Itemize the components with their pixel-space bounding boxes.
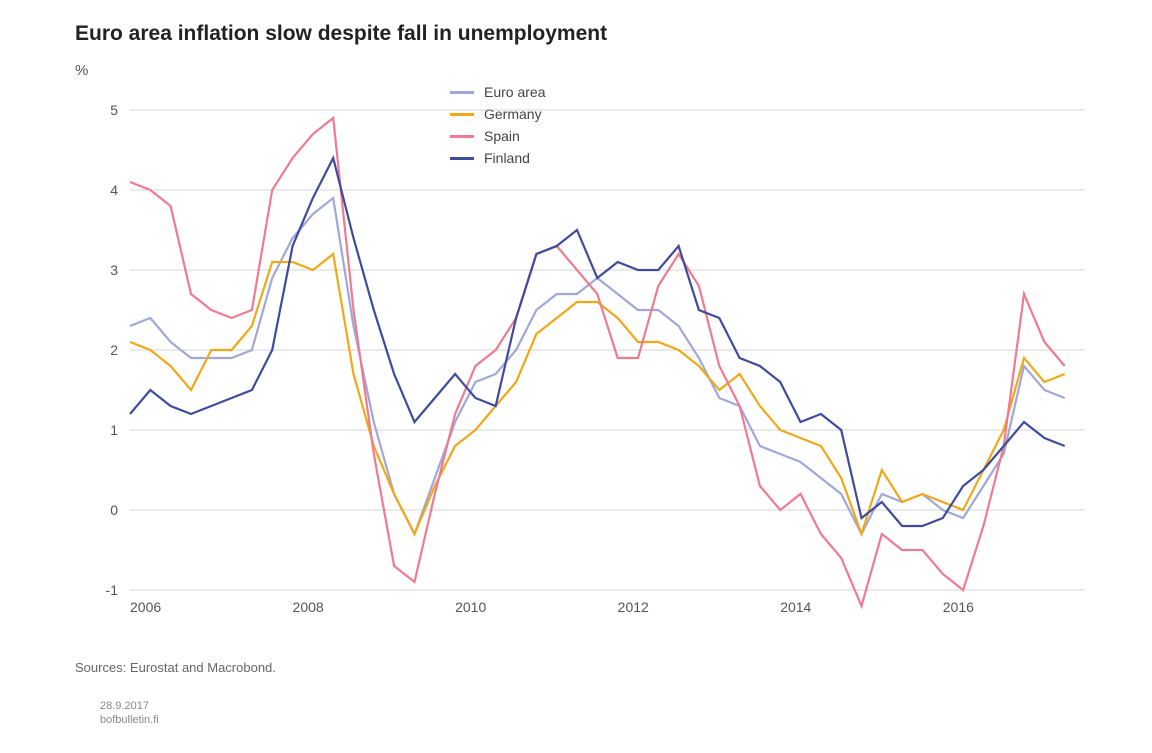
svg-text:5: 5	[110, 102, 118, 118]
svg-text:2006: 2006	[130, 599, 161, 615]
chart-container: Euro area inflation slow despite fall in…	[0, 0, 1152, 753]
footer-date: 28.9.2017	[100, 700, 159, 714]
series-spain	[130, 118, 1065, 606]
y-axis: -1 0 1 2 3 4 5	[106, 102, 119, 598]
series-finland	[130, 158, 1065, 526]
chart-svg: -1 0 1 2 3 4 5 2006 2008 2010 2012 2014 2016	[75, 90, 1095, 630]
chart-title: Euro area inflation slow despite fall in…	[75, 22, 607, 46]
y-axis-unit: %	[75, 62, 88, 79]
svg-text:3: 3	[110, 262, 118, 278]
svg-text:1: 1	[110, 422, 118, 438]
svg-text:2014: 2014	[780, 599, 811, 615]
x-axis: 2006 2008 2010 2012 2014 2016	[130, 599, 974, 615]
svg-text:0: 0	[110, 502, 118, 518]
svg-text:2010: 2010	[455, 599, 486, 615]
plot-area: -1 0 1 2 3 4 5 2006 2008 2010 2012 2014 2016	[75, 90, 1095, 630]
svg-text:2008: 2008	[293, 599, 324, 615]
svg-text:-1: -1	[106, 582, 119, 598]
svg-text:2: 2	[110, 342, 118, 358]
footer-site: bofbulletin.fi	[100, 714, 159, 728]
svg-text:4: 4	[110, 182, 118, 198]
footer: 28.9.2017 bofbulletin.fi	[100, 700, 159, 728]
source-line: Sources: Eurostat and Macrobond.	[75, 660, 276, 675]
series-euro-area	[130, 198, 1065, 534]
svg-text:2012: 2012	[618, 599, 649, 615]
svg-text:2016: 2016	[943, 599, 974, 615]
